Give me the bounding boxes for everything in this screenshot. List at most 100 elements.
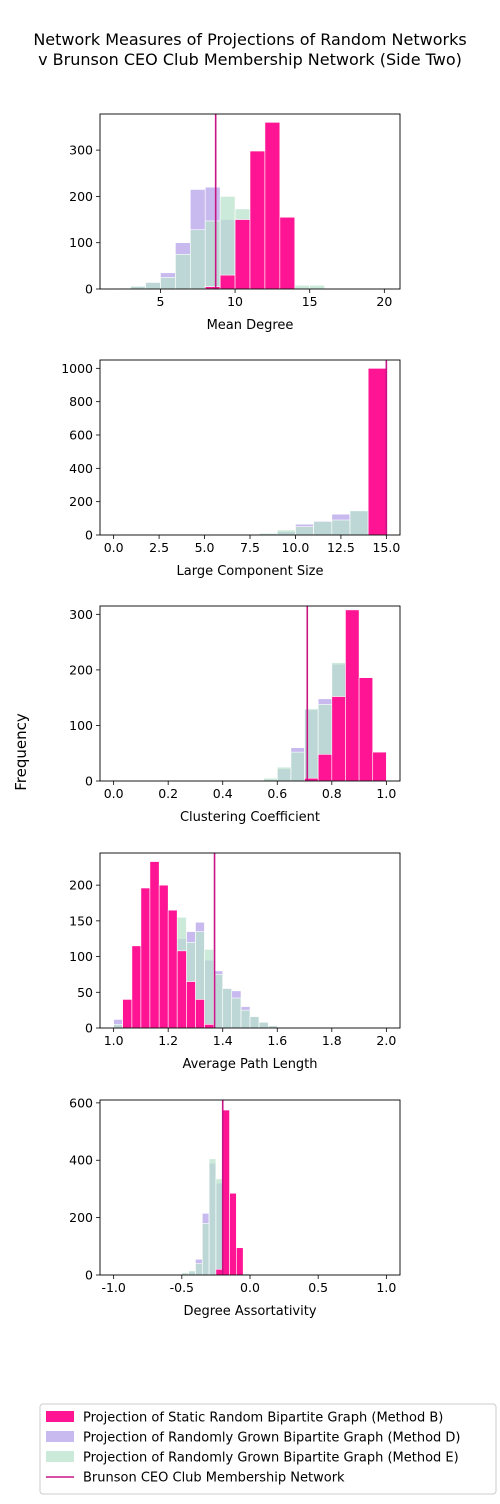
histogram-bar bbox=[204, 949, 215, 1029]
y-tick-label: 200 bbox=[69, 1210, 93, 1225]
x-tick-label: 1.2 bbox=[158, 1033, 178, 1048]
legend-entry: Projection of Randomly Grown Bipartite G… bbox=[46, 1451, 459, 1466]
chart-panel: 0.0 2.5 5.0 7.5 10.0 12.5 15.0 0 200 400 600 800 100… bbox=[61, 359, 401, 579]
histogram-bar bbox=[313, 521, 333, 536]
figure-title-line-1: Network Measures of Projections of Rando… bbox=[33, 30, 466, 49]
x-tick-label: 0.8 bbox=[322, 786, 342, 801]
histogram-bar bbox=[208, 1158, 217, 1276]
legend-entry: Projection of Randomly Grown Bipartite G… bbox=[46, 1431, 461, 1446]
histogram-bar bbox=[188, 1270, 196, 1276]
histogram-bar bbox=[349, 510, 369, 536]
chart-panel: -1.0 -0.5 0.0 0.5 1.0 0 200 400 600 Degree Assort… bbox=[69, 1095, 401, 1319]
legend: Projection of Static Random Bipartite Gr… bbox=[39, 1403, 497, 1495]
axes-frame bbox=[99, 852, 401, 1029]
histogram-bar bbox=[186, 981, 196, 1029]
axes-frame bbox=[99, 1099, 401, 1276]
x-tick-label: 2.0 bbox=[376, 1033, 396, 1048]
y-tick-label: 200 bbox=[69, 189, 93, 204]
y-tick-label: 0 bbox=[85, 774, 93, 789]
histogram-bar bbox=[234, 219, 251, 290]
histogram-bar bbox=[249, 150, 266, 290]
histogram-bar bbox=[258, 1021, 269, 1029]
histogram-bar bbox=[309, 284, 325, 290]
y-tick-label: 400 bbox=[69, 461, 93, 476]
x-axis-label: Degree Assortativity bbox=[183, 1304, 316, 1319]
histogram-bar bbox=[204, 220, 221, 290]
x-tick-label: 0.4 bbox=[213, 786, 233, 801]
legend-label: Projection of Randomly Grown Bipartite G… bbox=[83, 1451, 459, 1466]
x-tick-label: 0.6 bbox=[267, 786, 287, 801]
x-tick-label: 15 bbox=[302, 294, 318, 309]
histogram-bar bbox=[158, 884, 169, 1029]
x-tick-label: 15.0 bbox=[372, 540, 400, 555]
x-tick-label: 1.6 bbox=[267, 1033, 287, 1048]
histogram-bar bbox=[331, 519, 351, 536]
histogram-bar bbox=[113, 1024, 123, 1029]
legend-entry: Brunson CEO Club Membership Network bbox=[46, 1471, 345, 1486]
histogram-bar bbox=[276, 529, 296, 536]
histogram-bar bbox=[140, 887, 151, 1029]
x-tick-label: -0.5 bbox=[170, 1280, 194, 1295]
histogram-bar bbox=[367, 368, 387, 536]
y-tick-label: 200 bbox=[69, 494, 93, 509]
histogram-bar bbox=[345, 609, 360, 782]
y-tick-label: 0 bbox=[85, 1021, 93, 1036]
histogram-bar bbox=[276, 766, 292, 782]
x-tick-label: 0.0 bbox=[104, 540, 124, 555]
legend-entry: Projection of Static Random Bipartite Gr… bbox=[46, 1411, 443, 1426]
x-axis-label: Average Path Length bbox=[182, 1057, 317, 1072]
histogram-bar bbox=[131, 945, 142, 1029]
shared-y-axis-label: Frequency bbox=[12, 713, 30, 791]
y-tick-label: 0 bbox=[85, 1268, 93, 1283]
histogram-bar bbox=[176, 950, 187, 1029]
y-tick-label: 300 bbox=[69, 143, 93, 158]
axes-frame bbox=[99, 605, 401, 782]
y-tick-label: 150 bbox=[69, 913, 93, 928]
axes-frame bbox=[99, 113, 401, 290]
x-tick-label: 1.0 bbox=[376, 786, 396, 801]
histogram-bar bbox=[195, 1263, 203, 1276]
y-tick-label: 100 bbox=[69, 718, 93, 733]
x-tick-label: 5 bbox=[156, 294, 164, 309]
histogram-bar bbox=[160, 277, 176, 290]
legend-label: Projection of Randomly Grown Bipartite G… bbox=[83, 1431, 461, 1446]
y-tick-label: 600 bbox=[69, 1095, 93, 1110]
histogram-bar bbox=[215, 1178, 224, 1276]
x-tick-label: 0.2 bbox=[158, 786, 178, 801]
y-tick-label: 600 bbox=[69, 428, 93, 443]
y-tick-label: 50 bbox=[77, 985, 93, 1000]
y-tick-label: 100 bbox=[69, 949, 93, 964]
histogram-bar bbox=[167, 909, 178, 1029]
histogram-bar bbox=[231, 997, 242, 1029]
y-tick-label: 400 bbox=[69, 1153, 93, 1168]
histogram-bar bbox=[215, 1268, 224, 1276]
x-tick-label: 2.5 bbox=[149, 540, 169, 555]
legend-color-swatch bbox=[46, 1411, 74, 1422]
x-tick-label: 1.8 bbox=[322, 1033, 342, 1048]
histogram-bar bbox=[122, 999, 133, 1029]
x-tick-label: -1.0 bbox=[101, 1280, 125, 1295]
chart-panel: 0.0 0.2 0.4 0.6 0.8 1.0 0 100 200 300 Clustering C… bbox=[69, 605, 401, 825]
histogram-bar bbox=[240, 1009, 251, 1029]
histogram-bar bbox=[149, 861, 160, 1029]
x-axis-label: Clustering Coefficient bbox=[180, 810, 320, 825]
histogram-bar bbox=[317, 754, 333, 782]
histogram-bar bbox=[294, 284, 311, 290]
histogram-bar bbox=[195, 999, 205, 1029]
histogram-bar bbox=[229, 1192, 237, 1276]
x-axis-label: Large Component Size bbox=[177, 564, 324, 579]
x-tick-label: 0.0 bbox=[104, 786, 124, 801]
x-tick-label: 10.0 bbox=[282, 540, 310, 555]
histogram-bar bbox=[372, 751, 387, 782]
histogram-bar bbox=[219, 274, 236, 290]
x-tick-label: 0.0 bbox=[240, 1280, 260, 1295]
histogram-bar bbox=[222, 988, 233, 1029]
legend-label: Projection of Static Random Bipartite Gr… bbox=[83, 1411, 443, 1426]
histogram-bar bbox=[290, 751, 305, 782]
histogram-bar bbox=[236, 1247, 244, 1276]
histogram-bar bbox=[295, 526, 314, 536]
legend-label: Brunson CEO Club Membership Network bbox=[83, 1471, 345, 1486]
